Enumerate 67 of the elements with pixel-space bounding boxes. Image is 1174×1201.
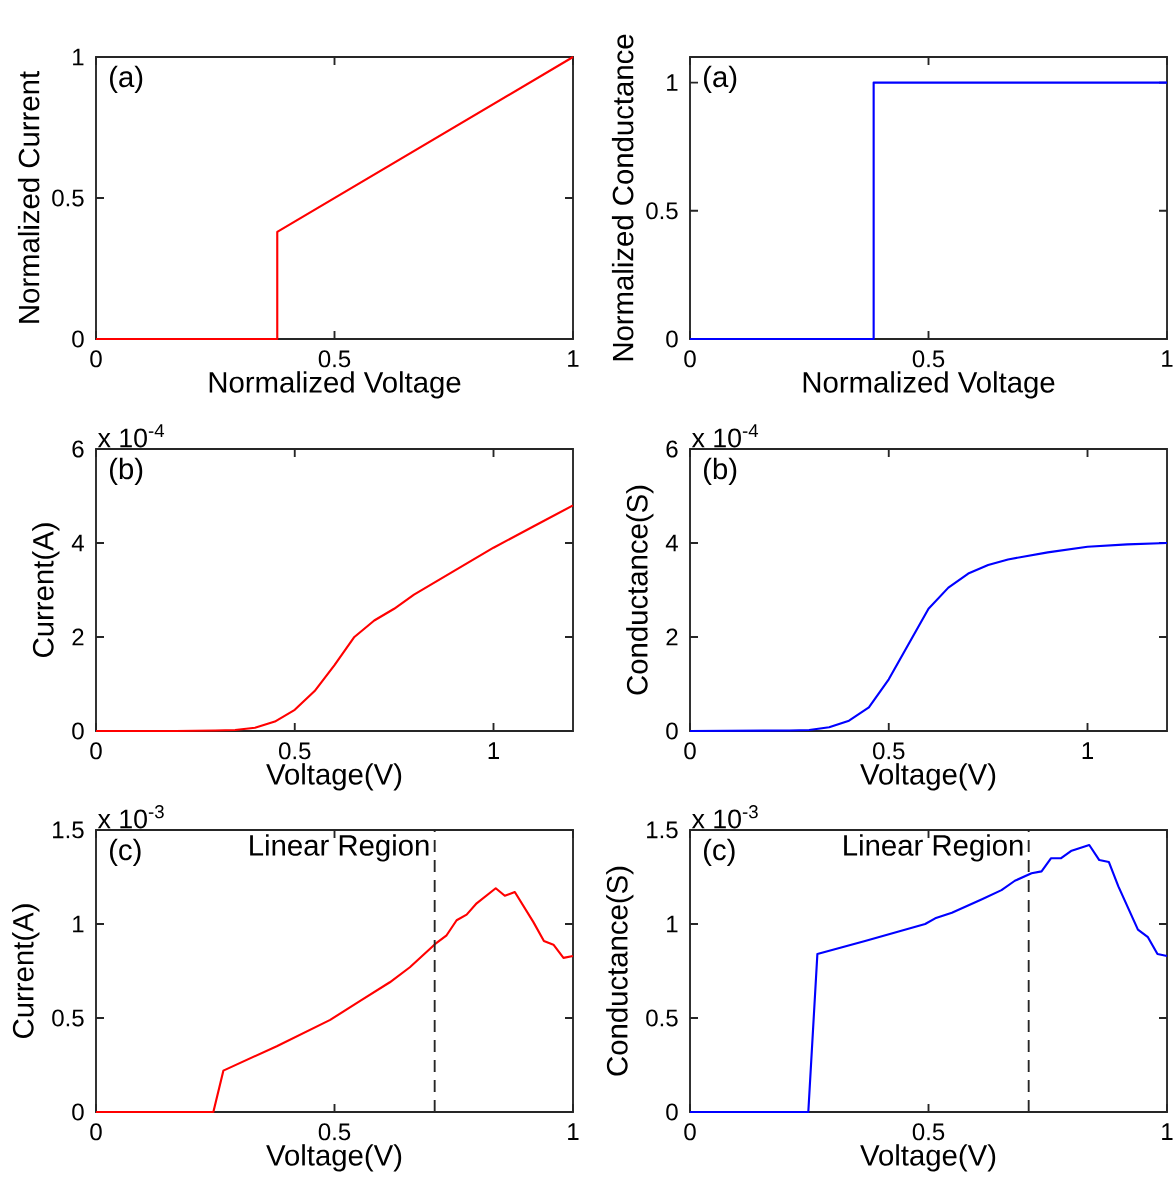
text: x 10$^{-4}$ bbox=[97, 424, 165, 448]
y-tick-label: 1 bbox=[667, 74, 678, 91]
x-tick-label: 0 bbox=[90, 742, 102, 760]
chart-title: (b) bbox=[110, 457, 143, 486]
line-series bbox=[94, 504, 575, 733]
x-axis-title: Normalized Voltage bbox=[209, 371, 461, 399]
y-axis-title: Conductance(S) bbox=[626, 485, 654, 695]
y-tick-label: 0.5 bbox=[646, 1009, 678, 1027]
ref-line-label: Linear Region bbox=[844, 834, 1023, 862]
chart-title: (a) bbox=[110, 65, 143, 94]
x-tick-label: 0 bbox=[684, 350, 696, 368]
y-axis-title: Current(A) bbox=[32, 523, 60, 657]
y-tick-label: 0.5 bbox=[52, 189, 84, 207]
y-tick-label: 0 bbox=[72, 722, 84, 740]
line-series bbox=[94, 887, 575, 1114]
x-axis-title: Voltage(V) bbox=[266, 1144, 402, 1172]
x-tick-label: 0.5 bbox=[912, 350, 945, 368]
chart-title: (a) bbox=[704, 65, 737, 94]
y-axis-title: Current(A) bbox=[12, 904, 40, 1038]
x-tick-label: 0.5 bbox=[318, 1123, 351, 1141]
y-axis-title: Normalized Current bbox=[17, 71, 40, 323]
x-tick-label: 1 bbox=[488, 742, 499, 759]
line-series bbox=[688, 541, 1169, 733]
x-tick-label: 0.5 bbox=[318, 350, 351, 368]
y-tick-label: 1.5 bbox=[53, 821, 84, 839]
y-tick-label: 1 bbox=[73, 915, 84, 933]
y-tick-label: 4 bbox=[665, 534, 678, 552]
x-axis-title: Voltage(V) bbox=[860, 1144, 996, 1172]
x-axis-title: Normalized Voltage bbox=[803, 371, 1055, 399]
ref-line-label: Linear Region bbox=[250, 834, 429, 862]
chart-title: (b) bbox=[704, 457, 737, 486]
x-tick-label: 0.5 bbox=[873, 742, 905, 760]
y-axis-title: Conductance(S) bbox=[606, 866, 634, 1076]
chart-title: (c) bbox=[704, 838, 735, 867]
y-tick-label: 6 bbox=[72, 440, 84, 458]
y-tick-label: 2 bbox=[72, 628, 84, 646]
y-tick-label: 0 bbox=[72, 1103, 84, 1121]
x-tick-label: 0 bbox=[684, 742, 696, 760]
y-tick-label: 1.5 bbox=[647, 821, 678, 839]
x-axis-title: Voltage(V) bbox=[860, 763, 996, 791]
x-tick-label: 0 bbox=[90, 1123, 102, 1141]
y-tick-label: 1 bbox=[667, 915, 678, 933]
y-tick-label: 0 bbox=[666, 1103, 678, 1121]
y-tick-label: 2 bbox=[666, 628, 678, 646]
x-tick-label: 1 bbox=[1162, 350, 1173, 367]
y-tick-label: 0 bbox=[666, 722, 678, 740]
text: x 10$^{-3}$ bbox=[97, 805, 164, 829]
x-tick-label: 1 bbox=[1162, 1123, 1173, 1140]
y-tick-label: 0.5 bbox=[646, 202, 678, 220]
x-tick-label: 1 bbox=[568, 1123, 579, 1140]
y-tick-label: 1 bbox=[73, 48, 84, 66]
y-tick-label: 0.5 bbox=[52, 1009, 84, 1027]
y-axis-title: Normalized Conductance bbox=[611, 34, 634, 361]
y-tick-label: 0 bbox=[666, 330, 678, 348]
text: x 10$^{-4}$ bbox=[691, 424, 759, 448]
x-tick-label: 0.5 bbox=[912, 1123, 945, 1141]
x-tick-label: 0 bbox=[684, 1123, 696, 1141]
x-axis-title: Voltage(V) bbox=[266, 763, 402, 791]
x-tick-label: 0.5 bbox=[279, 742, 311, 760]
x-tick-label: 1 bbox=[568, 350, 579, 367]
y-tick-label: 6 bbox=[666, 440, 678, 458]
chart-title: (c) bbox=[110, 838, 141, 867]
x-tick-label: 0 bbox=[90, 350, 102, 368]
text: x 10$^{-3}$ bbox=[691, 805, 758, 829]
y-tick-label: 4 bbox=[71, 534, 84, 552]
x-tick-label: 1 bbox=[1082, 742, 1094, 759]
y-tick-label: 0 bbox=[72, 330, 84, 348]
